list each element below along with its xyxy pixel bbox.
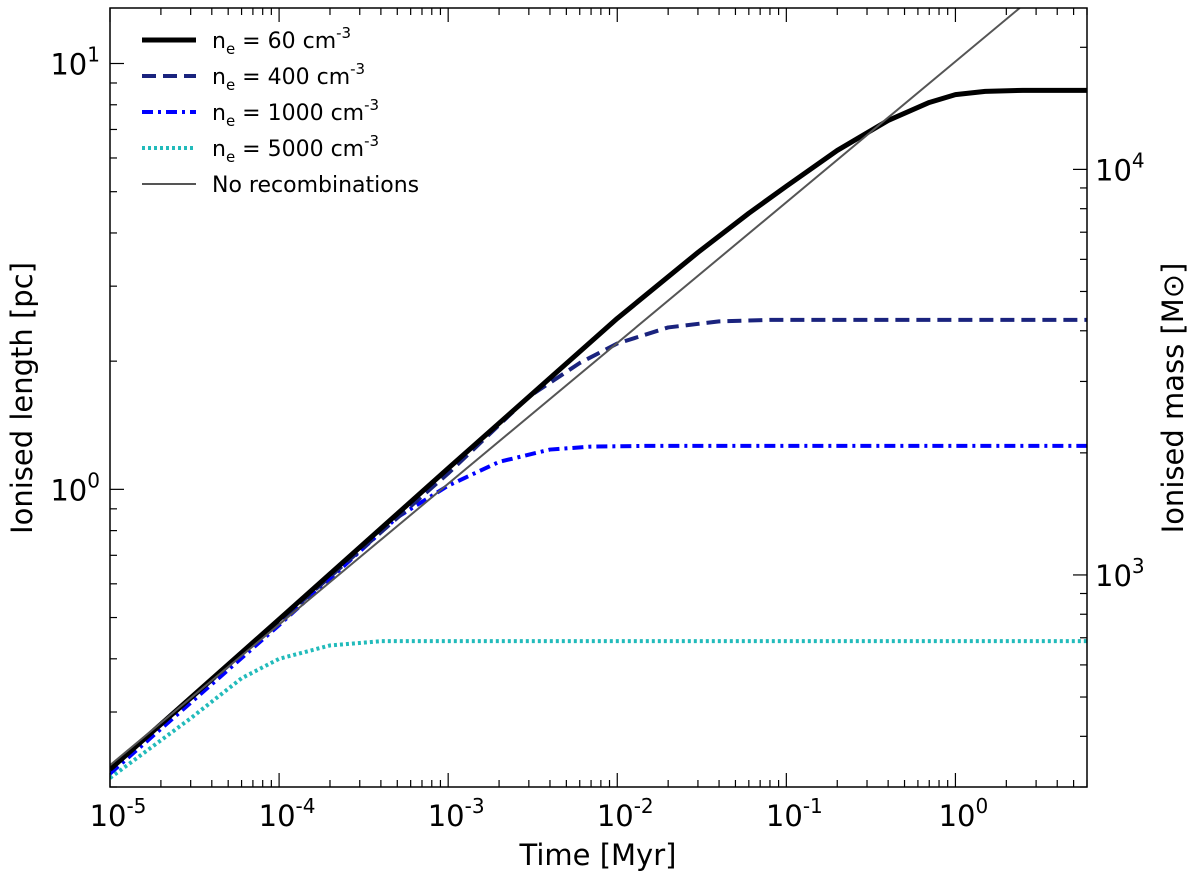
- y2-tick-label: 103: [1095, 554, 1145, 593]
- plot-frame: [109, 7, 1088, 788]
- x-tick-label: 10-3: [428, 794, 485, 833]
- legend-label-3: ne = 5000 cm-3: [212, 132, 379, 166]
- y-tick-label: 100: [50, 468, 100, 507]
- y-tick-label: 101: [50, 43, 100, 82]
- legend-label-0: ne = 60 cm-3: [212, 24, 351, 58]
- series-line-2: [110, 443, 1087, 776]
- series-line-3: [110, 639, 1087, 780]
- legend-label-2: ne = 1000 cm-3: [212, 96, 379, 130]
- series-line-1: [110, 317, 1087, 771]
- x-tick-label: 10-1: [766, 794, 823, 833]
- y-axis-label: Ionised length [pc]: [5, 262, 39, 534]
- y2-axis-label: Ionised mass [M⊙]: [1156, 263, 1190, 534]
- x-tick-label: 10-5: [90, 794, 147, 833]
- series-line-0: [110, 87, 1087, 772]
- series-line-4: [110, 8, 1021, 766]
- x-tick-label: 100: [939, 794, 989, 833]
- legend: ne = 60 cm-3ne = 400 cm-3ne = 1000 cm-3n…: [142, 24, 419, 198]
- legend-label-4: No recombinations: [212, 173, 419, 198]
- y2-tick-label: 104: [1095, 148, 1145, 187]
- tick-labels: 10-5 10-4 10-3 10-2 10-1 100 100 101 103 104: [50, 43, 1144, 833]
- x-axis-label: Time [Myr]: [519, 838, 677, 872]
- series-layer: [110, 8, 1087, 780]
- axis-ticks: [109, 8, 1088, 788]
- x-tick-label: 10-4: [259, 794, 316, 833]
- legend-label-1: ne = 400 cm-3: [212, 60, 365, 94]
- x-tick-label: 10-2: [597, 794, 654, 833]
